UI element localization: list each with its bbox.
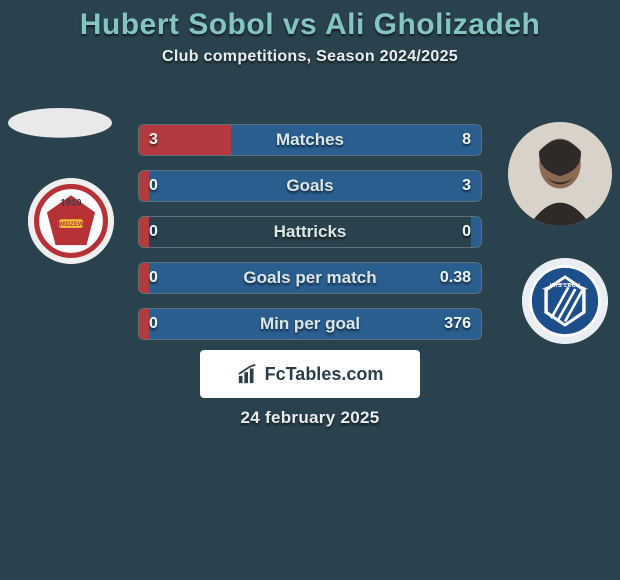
svg-text:KKS LECH: KKS LECH [550, 283, 581, 289]
left-club-badge: 1910 WIDZEW [28, 178, 114, 264]
watermark-text: FcTables.com [265, 364, 384, 385]
bar-label: Matches [139, 125, 481, 155]
left-player-avatar [8, 108, 112, 138]
bar-row-goals-per-match: 0 0.38 Goals per match [138, 262, 482, 294]
bar-label: Goals [139, 171, 481, 201]
right-club-badge: KKS LECH [522, 258, 608, 344]
bar-label: Min per goal [139, 309, 481, 339]
comparison-bars: 3 8 Matches 0 3 Goals 0 0 Hattricks 0 0.… [138, 124, 482, 354]
page-title: Hubert Sobol vs Ali Gholizadeh [0, 0, 620, 42]
page-subtitle: Club competitions, Season 2024/2025 [0, 48, 620, 66]
bar-row-matches: 3 8 Matches [138, 124, 482, 156]
watermark: FcTables.com [200, 350, 420, 398]
player-photo-icon [508, 122, 612, 226]
bar-row-goals: 0 3 Goals [138, 170, 482, 202]
right-player-avatar [508, 122, 612, 226]
generation-date: 24 february 2025 [0, 408, 620, 428]
barchart-icon [237, 363, 259, 385]
svg-text:WIDZEW: WIDZEW [58, 222, 83, 228]
bar-row-min-per-goal: 0 376 Min per goal [138, 308, 482, 340]
club-badge-icon: KKS LECH [522, 258, 608, 344]
silhouette-icon [8, 108, 112, 138]
bar-label: Goals per match [139, 263, 481, 293]
bar-row-hattricks: 0 0 Hattricks [138, 216, 482, 248]
svg-text:1910: 1910 [60, 198, 81, 209]
club-badge-icon: 1910 WIDZEW [28, 178, 114, 264]
bar-label: Hattricks [139, 217, 481, 247]
